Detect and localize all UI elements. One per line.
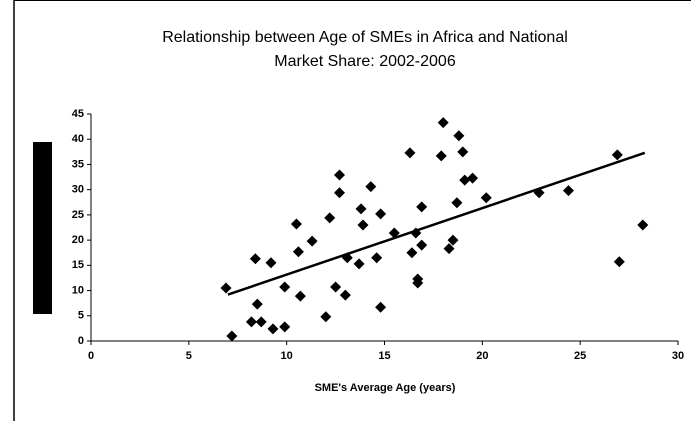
point: [459, 174, 471, 186]
x-tick-label: 5: [186, 350, 192, 362]
point: [330, 281, 342, 293]
point: [292, 246, 304, 258]
y-label-redacted: [33, 142, 52, 314]
point: [265, 257, 277, 269]
y-tick-label: 25: [72, 209, 84, 221]
point: [443, 243, 455, 255]
y-tick-label: 10: [72, 284, 84, 296]
y-tick-label: 40: [72, 133, 84, 145]
point: [365, 181, 377, 193]
point: [453, 130, 465, 142]
point: [245, 316, 257, 328]
point: [416, 239, 428, 251]
y-tick-label: 15: [72, 259, 84, 271]
point: [371, 252, 383, 264]
point: [637, 219, 649, 231]
point: [220, 282, 232, 294]
point: [457, 146, 469, 158]
point: [306, 235, 318, 247]
point: [355, 203, 367, 215]
point: [435, 150, 447, 162]
point: [279, 281, 291, 293]
point: [294, 290, 306, 302]
point: [226, 330, 238, 342]
point: [416, 201, 428, 213]
point: [353, 258, 365, 270]
x-tick-label: 10: [281, 350, 293, 362]
x-tick-label: 20: [476, 350, 488, 362]
y-tick-label: 0: [78, 335, 84, 347]
y-tick-label: 5: [78, 310, 84, 322]
x-tick-label: 0: [88, 350, 94, 362]
point: [404, 147, 416, 159]
point: [333, 169, 345, 181]
point: [451, 197, 463, 209]
y-tick-label: 45: [72, 108, 84, 120]
point: [255, 316, 267, 328]
point: [357, 219, 369, 231]
y-tick-label: 20: [72, 234, 84, 246]
point: [290, 218, 302, 230]
point: [562, 185, 574, 197]
point: [480, 192, 492, 204]
point: [611, 149, 623, 161]
point: [467, 172, 479, 184]
x-axis-label: SME's Average Age (years): [315, 382, 456, 394]
point: [613, 256, 625, 268]
chart-title: Relationship between Age of SMEs in Afri…: [162, 29, 568, 70]
point: [279, 321, 291, 333]
x-tick-label: 30: [672, 350, 684, 362]
point: [320, 311, 332, 323]
y-tick-label: 35: [72, 158, 84, 170]
point: [375, 208, 387, 220]
trendline: [227, 151, 646, 296]
point: [249, 253, 261, 265]
point: [447, 234, 459, 246]
point: [375, 301, 387, 313]
point: [251, 298, 263, 310]
point: [437, 117, 449, 129]
x-tick-label: 15: [378, 350, 390, 362]
point: [412, 277, 424, 289]
point: [333, 187, 345, 199]
point: [339, 289, 351, 301]
point: [324, 212, 336, 224]
point: [406, 247, 418, 259]
y-tick-label: 30: [72, 184, 84, 196]
point: [267, 323, 279, 335]
x-tick-label: 25: [574, 350, 586, 362]
